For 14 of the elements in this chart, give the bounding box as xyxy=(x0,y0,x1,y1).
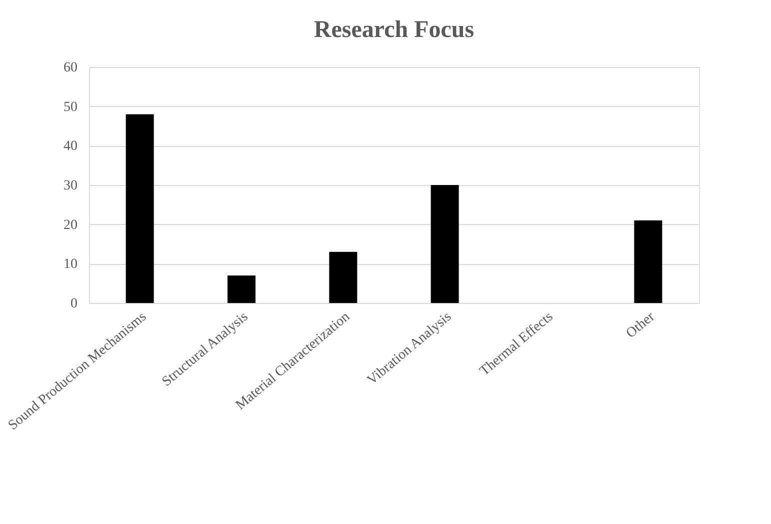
y-tick-label: 60 xyxy=(64,60,78,76)
y-tick-label: 0 xyxy=(70,296,78,312)
bar xyxy=(430,185,459,303)
y-tick-label: 50 xyxy=(64,100,78,115)
bar xyxy=(228,275,256,303)
y-tick-label: 40 xyxy=(64,139,78,154)
bar xyxy=(634,220,662,303)
x-tick-label: Other xyxy=(624,309,658,342)
y-tick-label: 20 xyxy=(64,218,78,233)
y-tick-label: 10 xyxy=(64,257,78,272)
y-tick-label: 30 xyxy=(64,178,78,194)
bar xyxy=(329,252,358,303)
bar xyxy=(126,114,154,303)
chart-title: Research Focus xyxy=(314,17,474,43)
